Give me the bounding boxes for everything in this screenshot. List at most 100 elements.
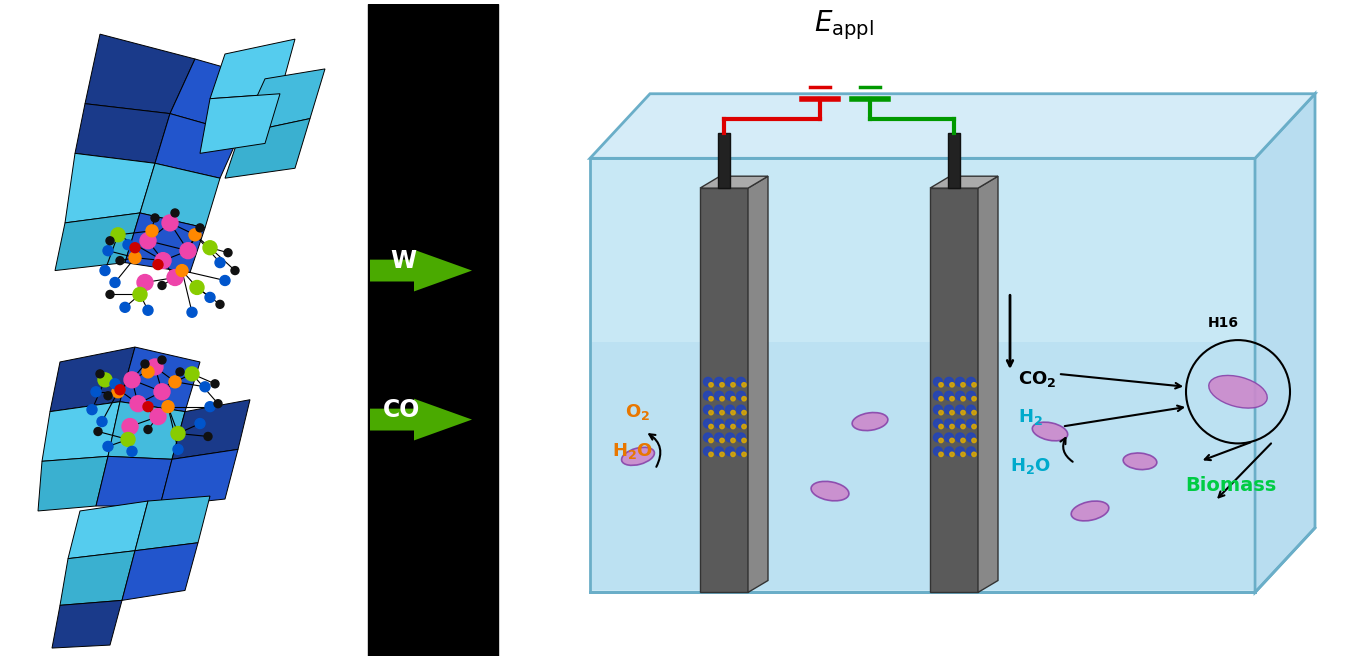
Polygon shape	[590, 94, 1315, 158]
Circle shape	[731, 424, 735, 429]
Circle shape	[152, 214, 160, 222]
Circle shape	[961, 438, 965, 443]
Circle shape	[934, 377, 943, 386]
Polygon shape	[74, 104, 170, 163]
Polygon shape	[225, 119, 310, 178]
Polygon shape	[156, 113, 239, 178]
Ellipse shape	[1123, 453, 1157, 470]
Circle shape	[141, 360, 149, 368]
Circle shape	[200, 382, 210, 392]
Circle shape	[158, 281, 166, 289]
Circle shape	[939, 438, 943, 443]
Circle shape	[971, 438, 977, 443]
Circle shape	[709, 438, 713, 443]
Circle shape	[944, 447, 954, 456]
Polygon shape	[590, 158, 1256, 592]
Circle shape	[934, 419, 943, 428]
Circle shape	[143, 426, 152, 434]
Circle shape	[741, 424, 747, 429]
FancyArrow shape	[369, 250, 472, 291]
Circle shape	[955, 419, 965, 428]
Circle shape	[215, 258, 225, 268]
Circle shape	[955, 405, 965, 414]
Circle shape	[934, 447, 943, 456]
Circle shape	[106, 291, 114, 298]
Circle shape	[971, 424, 977, 429]
Circle shape	[731, 396, 735, 401]
Circle shape	[944, 419, 954, 428]
Circle shape	[955, 377, 965, 386]
Text: H16: H16	[1207, 316, 1238, 330]
Ellipse shape	[852, 413, 888, 430]
Circle shape	[725, 377, 735, 386]
Polygon shape	[38, 457, 108, 511]
Circle shape	[714, 405, 724, 414]
Circle shape	[714, 433, 724, 442]
Circle shape	[116, 256, 124, 264]
Bar	[368, 5, 498, 656]
Circle shape	[195, 419, 206, 428]
Polygon shape	[930, 176, 999, 188]
Circle shape	[966, 391, 976, 400]
Polygon shape	[55, 213, 139, 270]
Circle shape	[741, 396, 747, 401]
Circle shape	[196, 224, 204, 232]
Circle shape	[966, 433, 976, 442]
Polygon shape	[139, 163, 221, 228]
Circle shape	[133, 287, 147, 301]
Circle shape	[731, 438, 735, 443]
Circle shape	[97, 373, 112, 387]
Circle shape	[143, 305, 153, 316]
Text: $E_{\rm appl}$: $E_{\rm appl}$	[815, 9, 874, 42]
Polygon shape	[160, 449, 238, 506]
Circle shape	[112, 386, 124, 398]
Circle shape	[704, 419, 713, 428]
Polygon shape	[50, 347, 135, 411]
Polygon shape	[65, 154, 156, 223]
Circle shape	[87, 405, 97, 415]
Circle shape	[714, 447, 724, 456]
Circle shape	[170, 209, 179, 217]
Circle shape	[704, 433, 713, 442]
Circle shape	[961, 411, 965, 415]
Circle shape	[170, 426, 185, 440]
Circle shape	[154, 384, 170, 400]
Circle shape	[950, 438, 954, 443]
Text: $\mathregular{O_2}$: $\mathregular{O_2}$	[625, 401, 651, 422]
Circle shape	[189, 281, 204, 295]
Circle shape	[103, 441, 114, 451]
Polygon shape	[200, 94, 280, 154]
Ellipse shape	[621, 447, 655, 465]
Circle shape	[709, 424, 713, 429]
Circle shape	[709, 411, 713, 415]
Circle shape	[162, 215, 179, 231]
Polygon shape	[172, 400, 250, 459]
Circle shape	[153, 260, 162, 270]
Circle shape	[955, 447, 965, 456]
Circle shape	[934, 405, 943, 414]
Circle shape	[166, 270, 183, 285]
Circle shape	[966, 405, 976, 414]
Polygon shape	[124, 213, 206, 272]
Circle shape	[704, 391, 713, 400]
Circle shape	[731, 411, 735, 415]
Polygon shape	[1256, 94, 1315, 592]
Circle shape	[176, 368, 184, 376]
Polygon shape	[122, 543, 198, 600]
Circle shape	[704, 377, 713, 386]
Polygon shape	[85, 34, 195, 113]
Text: $\mathregular{H_2}$: $\mathregular{H_2}$	[1017, 407, 1043, 426]
Circle shape	[944, 433, 954, 442]
Circle shape	[736, 447, 746, 456]
Polygon shape	[108, 401, 185, 459]
Circle shape	[741, 438, 747, 443]
Polygon shape	[60, 550, 135, 605]
Circle shape	[139, 233, 156, 249]
Circle shape	[939, 382, 943, 387]
Circle shape	[110, 277, 120, 287]
Polygon shape	[210, 39, 295, 98]
Circle shape	[714, 391, 724, 400]
Circle shape	[736, 405, 746, 414]
Circle shape	[961, 396, 965, 401]
Circle shape	[714, 419, 724, 428]
